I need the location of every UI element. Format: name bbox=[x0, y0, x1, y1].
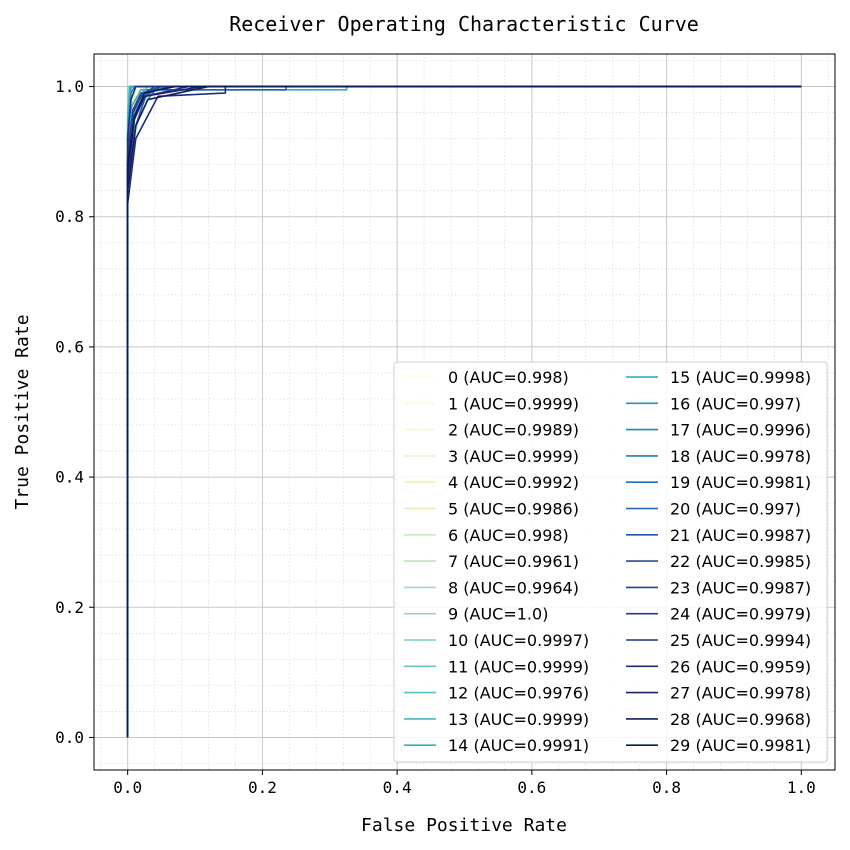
legend-label-9: 9 (AUC=1.0) bbox=[448, 605, 548, 624]
legend-label-4: 4 (AUC=0.9992) bbox=[448, 473, 579, 492]
legend-label-28: 28 (AUC=0.9968) bbox=[670, 710, 811, 729]
legend-label-22: 22 (AUC=0.9985) bbox=[670, 552, 811, 571]
legend-label-25: 25 (AUC=0.9994) bbox=[670, 631, 811, 650]
legend-label-5: 5 (AUC=0.9986) bbox=[448, 500, 579, 519]
y-tick-label: 1.0 bbox=[55, 77, 84, 96]
legend-items: 0 (AUC=0.998) 1 (AUC=0.9999) 2 (AUC=0.9989… bbox=[404, 368, 811, 755]
legend-label-3: 3 (AUC=0.9999) bbox=[448, 447, 579, 466]
x-tick-label: 1.0 bbox=[787, 778, 816, 797]
legend-label-29: 29 (AUC=0.9981) bbox=[670, 736, 811, 755]
y-tick-label: 0.8 bbox=[55, 207, 84, 226]
legend-label-23: 23 (AUC=0.9987) bbox=[670, 578, 811, 597]
y-axis-label: True Positive Rate bbox=[12, 314, 33, 509]
legend-label-15: 15 (AUC=0.9998) bbox=[670, 368, 811, 387]
legend-label-18: 18 (AUC=0.9978) bbox=[670, 447, 811, 466]
y-tick-label: 0.2 bbox=[55, 598, 84, 617]
legend-label-8: 8 (AUC=0.9964) bbox=[448, 578, 579, 597]
legend-label-16: 16 (AUC=0.997) bbox=[670, 394, 801, 413]
legend-label-7: 7 (AUC=0.9961) bbox=[448, 552, 579, 571]
legend-label-21: 21 (AUC=0.9987) bbox=[670, 526, 811, 545]
x-tick-label: 0.8 bbox=[652, 778, 681, 797]
legend-label-13: 13 (AUC=0.9999) bbox=[448, 710, 589, 729]
legend-label-0: 0 (AUC=0.998) bbox=[448, 368, 569, 387]
legend-label-1: 1 (AUC=0.9999) bbox=[448, 394, 579, 413]
x-axis-ticks: 0.0 0.2 0.4 0.6 0.8 1.0 bbox=[113, 770, 816, 797]
y-tick-label: 0.4 bbox=[55, 468, 84, 487]
x-axis-label: False Positive Rate bbox=[361, 815, 567, 836]
x-tick-label: 0.4 bbox=[383, 778, 412, 797]
legend-box bbox=[393, 361, 828, 763]
y-axis-ticks: 0.0 0.2 0.4 0.6 0.8 1.0 bbox=[55, 77, 94, 747]
legend-label-2: 2 (AUC=0.9989) bbox=[448, 421, 579, 440]
x-tick-label: 0.0 bbox=[113, 778, 142, 797]
roc-series-line-29 bbox=[126, 85, 802, 738]
legend-label-6: 6 (AUC=0.998) bbox=[448, 526, 569, 545]
series-layer bbox=[126, 85, 802, 738]
legend-label-26: 26 (AUC=0.9959) bbox=[670, 657, 811, 676]
x-tick-label: 0.2 bbox=[248, 778, 277, 797]
legend-label-27: 27 (AUC=0.9978) bbox=[670, 684, 811, 703]
legend-label-19: 19 (AUC=0.9981) bbox=[670, 473, 811, 492]
legend: 0 (AUC=0.998) 1 (AUC=0.9999) 2 (AUC=0.9989… bbox=[393, 361, 828, 763]
legend-label-17: 17 (AUC=0.9996) bbox=[670, 421, 811, 440]
legend-label-10: 10 (AUC=0.9997) bbox=[448, 631, 589, 650]
legend-label-14: 14 (AUC=0.9991) bbox=[448, 736, 589, 755]
plot-frame bbox=[93, 53, 836, 771]
x-tick-label: 0.6 bbox=[517, 778, 546, 797]
legend-label-24: 24 (AUC=0.9979) bbox=[670, 605, 811, 624]
chart-title: Receiver Operating Characteristic Curve bbox=[229, 12, 699, 36]
y-tick-label: 0.6 bbox=[55, 337, 84, 356]
y-tick-label: 0.0 bbox=[55, 728, 84, 747]
legend-label-11: 11 (AUC=0.9999) bbox=[448, 657, 589, 676]
legend-label-20: 20 (AUC=0.997) bbox=[670, 500, 801, 519]
legend-label-12: 12 (AUC=0.9976) bbox=[448, 684, 589, 703]
